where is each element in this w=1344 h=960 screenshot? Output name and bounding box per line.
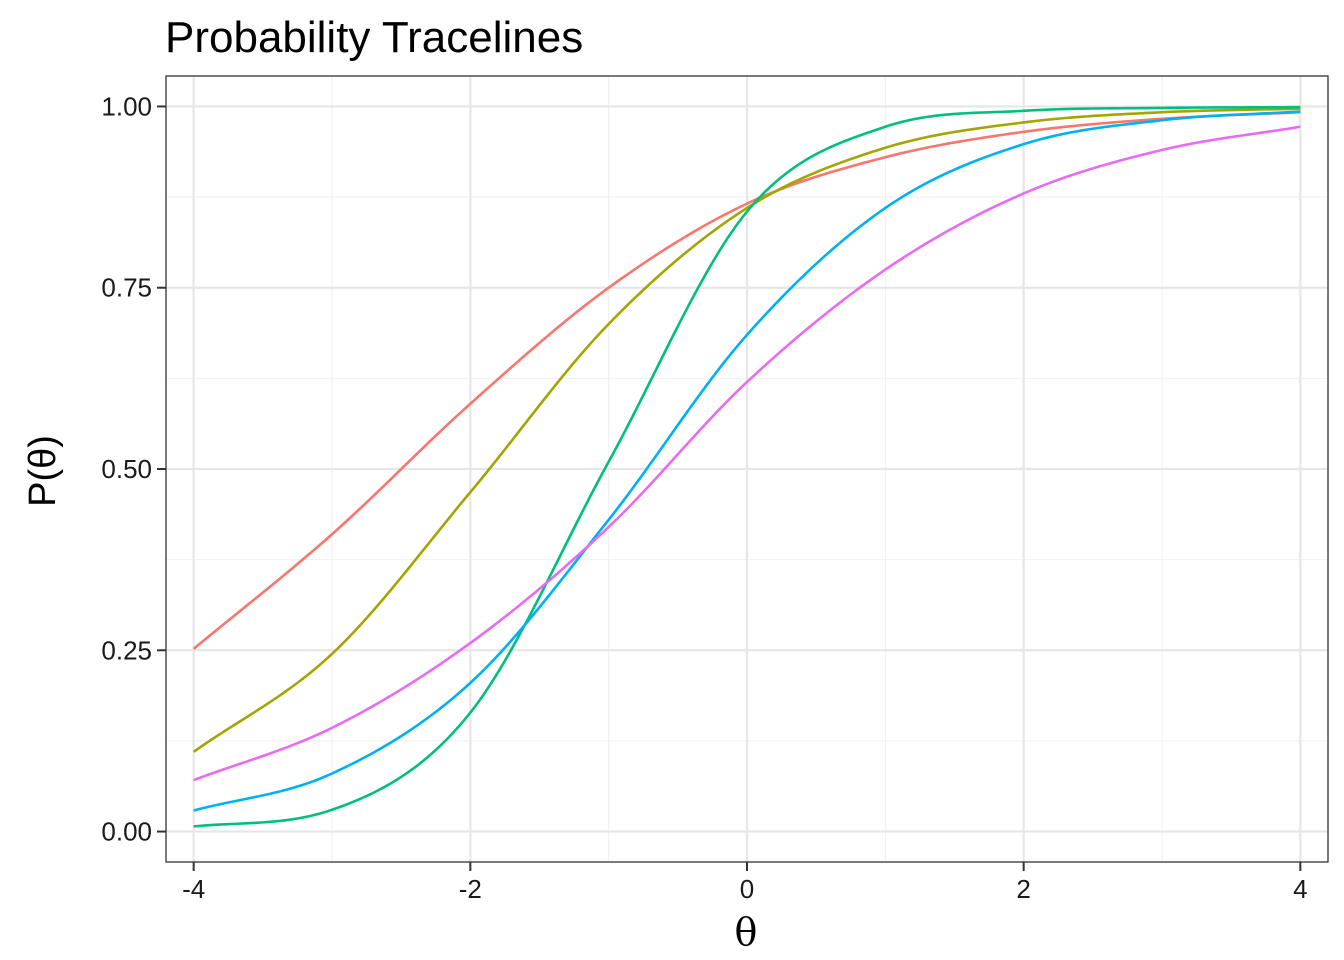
x-tick-label: -2 (459, 874, 482, 904)
chart-title: Probability Tracelines (165, 13, 583, 62)
x-tick-label: 2 (1016, 874, 1030, 904)
series-line-4 (193, 110, 1301, 812)
y-tick-label: 0.00 (101, 817, 152, 847)
series-line-3 (193, 105, 1301, 828)
y-tick-label: 0.50 (101, 454, 152, 484)
y-tick-label: 0.75 (101, 273, 152, 303)
series-line-5 (193, 125, 1301, 782)
x-tick-label: -4 (182, 874, 205, 904)
x-axis-title: θ (735, 910, 758, 954)
x-tick-label: 4 (1293, 874, 1307, 904)
y-axis-title: P(θ) (22, 435, 64, 507)
series-line-1 (192, 110, 1301, 650)
y-tick-label: 0.25 (101, 635, 152, 665)
y-tick-label: 1.00 (101, 91, 152, 121)
series-line-2 (192, 107, 1301, 753)
x-tick-label: 0 (740, 874, 754, 904)
plot-panel: -4 -2 0 2 4 0.00 0.25 0.50 0.75 1.00 (101, 75, 1329, 904)
